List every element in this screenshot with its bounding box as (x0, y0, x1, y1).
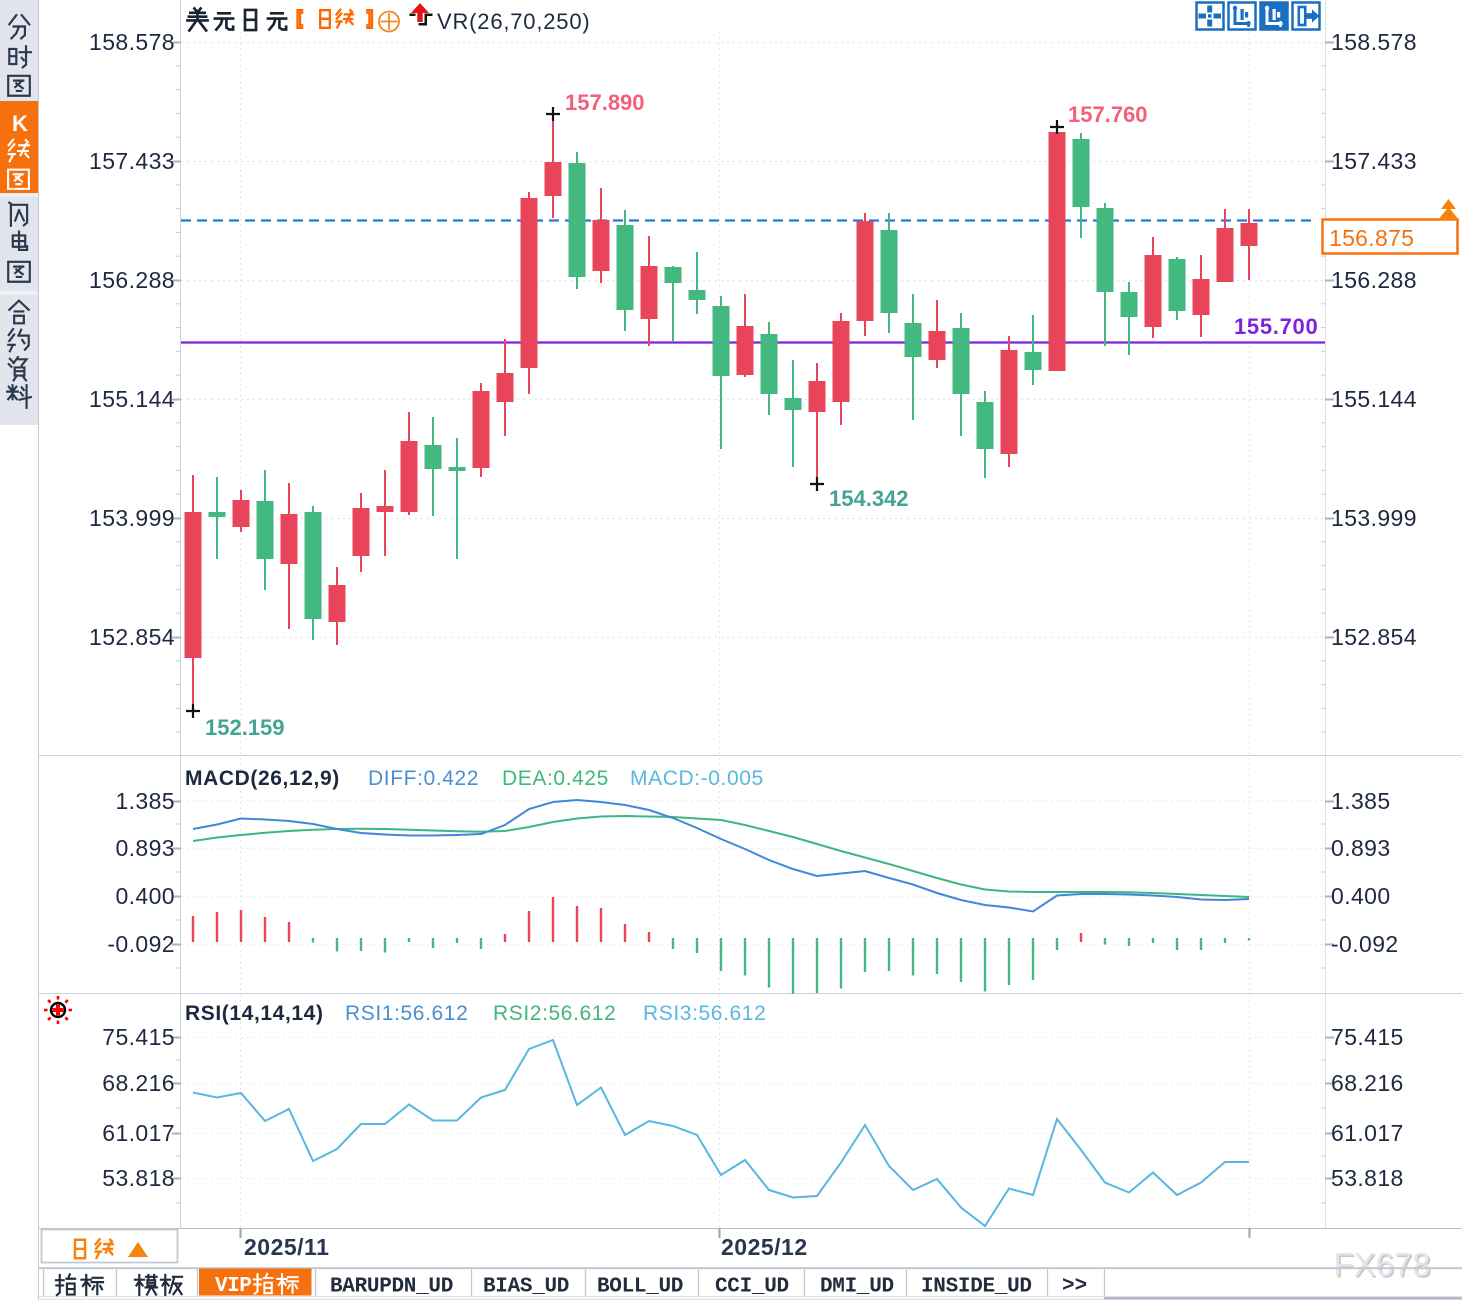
svg-text:RSI(14,14,14): RSI(14,14,14) (185, 1002, 324, 1025)
svg-text:53.818: 53.818 (102, 1165, 175, 1191)
svg-text:RSI1:56.612: RSI1:56.612 (345, 1002, 468, 1025)
svg-text:158.578: 158.578 (89, 29, 175, 55)
svg-text:156.875: 156.875 (1329, 225, 1414, 251)
svg-text:MACD(26,12,9): MACD(26,12,9) (185, 767, 340, 790)
svg-text:61.017: 61.017 (102, 1120, 175, 1146)
svg-text:0.893: 0.893 (1331, 835, 1391, 861)
svg-text:75.415: 75.415 (102, 1024, 175, 1050)
svg-text:1.385: 1.385 (1331, 788, 1391, 814)
svg-text:-0.092: -0.092 (107, 931, 175, 957)
svg-text:157.890: 157.890 (565, 90, 645, 115)
svg-text:155.144: 155.144 (89, 386, 175, 412)
svg-text:68.216: 68.216 (1331, 1070, 1404, 1096)
svg-text:BARUPDN_UD: BARUPDN_UD (330, 1276, 453, 1299)
svg-text:DEA:0.425: DEA:0.425 (502, 767, 609, 790)
svg-text:155.700: 155.700 (1234, 314, 1318, 339)
svg-text:FX678: FX678 (1334, 1246, 1431, 1283)
svg-text:MACD:-0.005: MACD:-0.005 (630, 767, 764, 790)
svg-text:158.578: 158.578 (1331, 29, 1417, 55)
svg-text:FX678: FX678 (1335, 1248, 1432, 1285)
svg-text:155.144: 155.144 (1331, 386, 1417, 412)
svg-text:157.433: 157.433 (89, 148, 175, 174)
svg-text:152.854: 152.854 (1331, 624, 1417, 650)
svg-text:CCI_UD: CCI_UD (715, 1276, 789, 1299)
svg-text:156.288: 156.288 (89, 267, 175, 293)
svg-text:75.415: 75.415 (1331, 1024, 1404, 1050)
svg-text:0.400: 0.400 (115, 883, 175, 909)
svg-text:61.017: 61.017 (1331, 1120, 1404, 1146)
svg-text:156.288: 156.288 (1331, 267, 1417, 293)
svg-text:RSI2:56.612: RSI2:56.612 (493, 1002, 616, 1025)
svg-text:0.893: 0.893 (115, 835, 175, 861)
svg-text:INSIDE_UD: INSIDE_UD (921, 1276, 1032, 1299)
svg-text:1.385: 1.385 (115, 788, 175, 814)
svg-text:RSI3:56.612: RSI3:56.612 (643, 1002, 766, 1025)
svg-text:0.400: 0.400 (1331, 883, 1391, 909)
svg-text:152.159: 152.159 (205, 715, 285, 740)
svg-text:157.433: 157.433 (1331, 148, 1417, 174)
svg-text:2025/11: 2025/11 (244, 1234, 329, 1260)
svg-text:BOLL_UD: BOLL_UD (597, 1276, 683, 1299)
svg-text:-0.092: -0.092 (1331, 931, 1399, 957)
svg-text:DIFF:0.422: DIFF:0.422 (368, 767, 479, 790)
svg-text:153.999: 153.999 (89, 505, 175, 531)
svg-text:VIP: VIP (215, 1275, 251, 1298)
svg-text:157.760: 157.760 (1068, 102, 1148, 127)
svg-text:154.342: 154.342 (829, 486, 909, 511)
svg-text:68.216: 68.216 (102, 1070, 175, 1096)
svg-text:DMI_UD: DMI_UD (820, 1276, 894, 1299)
svg-text:2025/12: 2025/12 (721, 1234, 808, 1260)
svg-text:53.818: 53.818 (1331, 1165, 1404, 1191)
svg-text:>>: >> (1062, 1275, 1087, 1298)
svg-text:152.854: 152.854 (89, 624, 175, 650)
svg-text:VR(26,70,250): VR(26,70,250) (437, 9, 591, 34)
svg-text:K: K (12, 111, 28, 136)
svg-text:153.999: 153.999 (1331, 505, 1417, 531)
svg-text:BIAS_UD: BIAS_UD (483, 1276, 569, 1299)
